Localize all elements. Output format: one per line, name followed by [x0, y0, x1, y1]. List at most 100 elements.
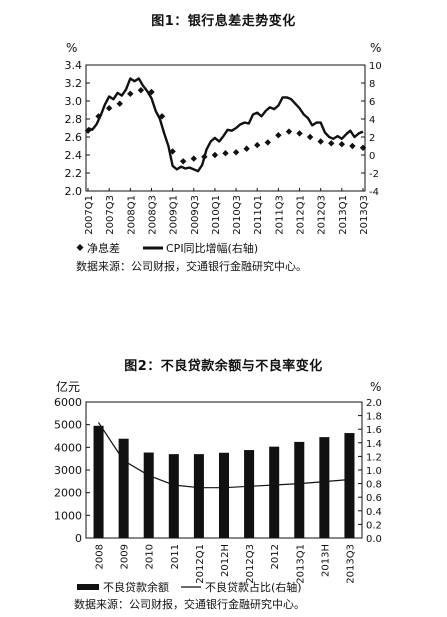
- x-tick-label: 2008: [95, 544, 106, 569]
- cpi-line: [87, 77, 364, 173]
- npl-balance-bar: [294, 441, 305, 538]
- nim-point: [338, 141, 346, 148]
- x-tick-label: 2012Q3: [317, 195, 328, 235]
- left-tick-label: 1000: [54, 509, 82, 522]
- nim-point: [306, 133, 314, 141]
- x-tick-label: 2013H: [320, 544, 331, 577]
- left-tick-label: 4000: [54, 441, 82, 454]
- right-tick-label: -4: [369, 187, 379, 198]
- npl-balance-bar: [244, 450, 255, 538]
- nim-point: [232, 149, 240, 156]
- right-tick-label: 1.8: [366, 412, 382, 423]
- left-axis-unit: %: [66, 41, 77, 55]
- nim-point: [190, 155, 197, 162]
- nim-point: [328, 140, 335, 147]
- chart2-title: 图2：不良贷款余额与不良率变化: [124, 359, 323, 374]
- legend-nim-marker: [76, 244, 84, 251]
- x-tick-label: 2011Q1: [253, 195, 264, 235]
- left-tick-label: 5000: [54, 419, 82, 432]
- nim-point: [275, 132, 282, 139]
- legend-cpi-label: CPI同比增幅(右轴): [166, 241, 258, 255]
- x-tick-label: 2007Q3: [105, 195, 116, 235]
- nim-point: [254, 141, 261, 149]
- nim-point: [95, 113, 102, 120]
- chart2-npl-balance-and-ratio: 亿元 % 0 1000 2000 3000 4000 5000 6000 0.0 0.2 0.4 0.6…: [54, 379, 382, 611]
- x-tick-label: 2008Q1: [126, 195, 137, 235]
- x-tick-label: 2012H: [220, 544, 231, 577]
- x-tick-label: 2008Q3: [147, 195, 158, 235]
- npl-balance-bar: [218, 452, 230, 538]
- left-tick-label: 2.8: [65, 113, 83, 126]
- x-tick-label: 2011Q3: [274, 195, 285, 235]
- right-tick-label: 0: [369, 151, 375, 162]
- npl-balance-bar: [93, 425, 104, 538]
- npl-balance-bar: [193, 454, 204, 538]
- right-tick-label: 0.6: [366, 493, 382, 504]
- nim-point: [285, 128, 293, 135]
- right-tick-label: 1.2: [366, 452, 382, 463]
- legend-ratio-label: 不良贷款占比(右轴): [205, 580, 302, 594]
- x-tick-label: 2012: [270, 544, 281, 569]
- x-tick-label: 2012Q1: [296, 195, 307, 235]
- x-tick-label: 2012Q1: [195, 544, 206, 584]
- chart1-source: 数据来源：公司财报，交通银行金融研究中心。: [76, 259, 307, 273]
- nim-point: [137, 87, 145, 94]
- x-tick-label: 2013Q1: [338, 195, 349, 235]
- npl-balance-bar: [319, 437, 330, 538]
- nim-point: [127, 90, 134, 97]
- nim-point: [169, 148, 176, 155]
- x-tick-label: 2010Q1: [211, 195, 222, 235]
- left-axis-unit: 亿元: [56, 379, 80, 394]
- right-axis-unit: %: [370, 380, 381, 394]
- chart2-source: 数据来源：公司财报，交通银行金融研究中心。: [74, 597, 305, 611]
- left-tick-label: 3.0: [65, 95, 83, 108]
- x-tick-label: 2009Q3: [190, 195, 201, 235]
- nim-point: [211, 151, 219, 159]
- npl-balance-bar: [168, 454, 179, 538]
- x-tick-label: 2013Q3: [359, 195, 370, 235]
- legend-balance-marker: [77, 584, 99, 590]
- right-tick-label: 0.8: [366, 480, 382, 491]
- npl-balance-bar: [269, 446, 280, 538]
- x-tick-label: 2012Q3: [245, 544, 256, 584]
- npl-balance-bar: [344, 433, 355, 538]
- legend-balance-label: 不良贷款余额: [103, 580, 169, 594]
- left-tick-label: 2.0: [65, 185, 83, 198]
- x-tick-label: 2009Q1: [169, 195, 180, 235]
- nim-point: [264, 139, 272, 146]
- nim-point: [243, 145, 250, 152]
- x-tick-label: 2009: [120, 544, 131, 569]
- left-tick-label: 2.2: [65, 167, 83, 180]
- right-tick-label: -2: [369, 169, 379, 180]
- nim-point: [179, 158, 187, 165]
- chart1-net-interest-margin-vs-cpi: % % 2.0 2.2 2.4 2.6 2.8 3.0 3.2 3.4 -4 -2 0 2 4 6 8 10 200…: [65, 41, 382, 273]
- right-tick-label: 1.6: [366, 425, 382, 436]
- plot-frame: [85, 64, 366, 192]
- right-tick-label: 8: [369, 79, 375, 90]
- nim-point: [222, 150, 229, 157]
- right-tick-label: 0.0: [366, 534, 382, 545]
- x-tick-label: 2013Q3: [345, 544, 356, 584]
- x-tick-label: 2010: [145, 544, 156, 569]
- left-tick-label: 0: [75, 532, 82, 545]
- left-tick-label: 3.2: [65, 77, 83, 90]
- left-tick-label: 2.4: [65, 149, 83, 162]
- nim-point: [296, 130, 303, 137]
- nim-point: [359, 144, 367, 151]
- left-tick-label: 3.4: [65, 59, 83, 72]
- right-tick-label: 1.4: [366, 439, 382, 450]
- right-tick-label: 1.0: [366, 466, 382, 477]
- chart1-title: 图1：银行息差走势变化: [151, 14, 296, 29]
- nim-point: [105, 105, 113, 112]
- x-tick-label: 2010Q3: [232, 195, 243, 235]
- right-tick-label: 4: [369, 115, 375, 126]
- x-tick-label: 2011: [170, 544, 181, 569]
- right-axis-unit: %: [370, 41, 381, 55]
- right-tick-label: 6: [369, 97, 375, 108]
- x-tick-label: 2013Q1: [295, 544, 306, 584]
- right-tick-label: 0.4: [366, 507, 382, 518]
- nim-point: [116, 100, 123, 107]
- nim-point: [349, 142, 356, 150]
- right-tick-label: 10: [369, 61, 382, 72]
- legend-nim-label: 净息差: [87, 241, 120, 255]
